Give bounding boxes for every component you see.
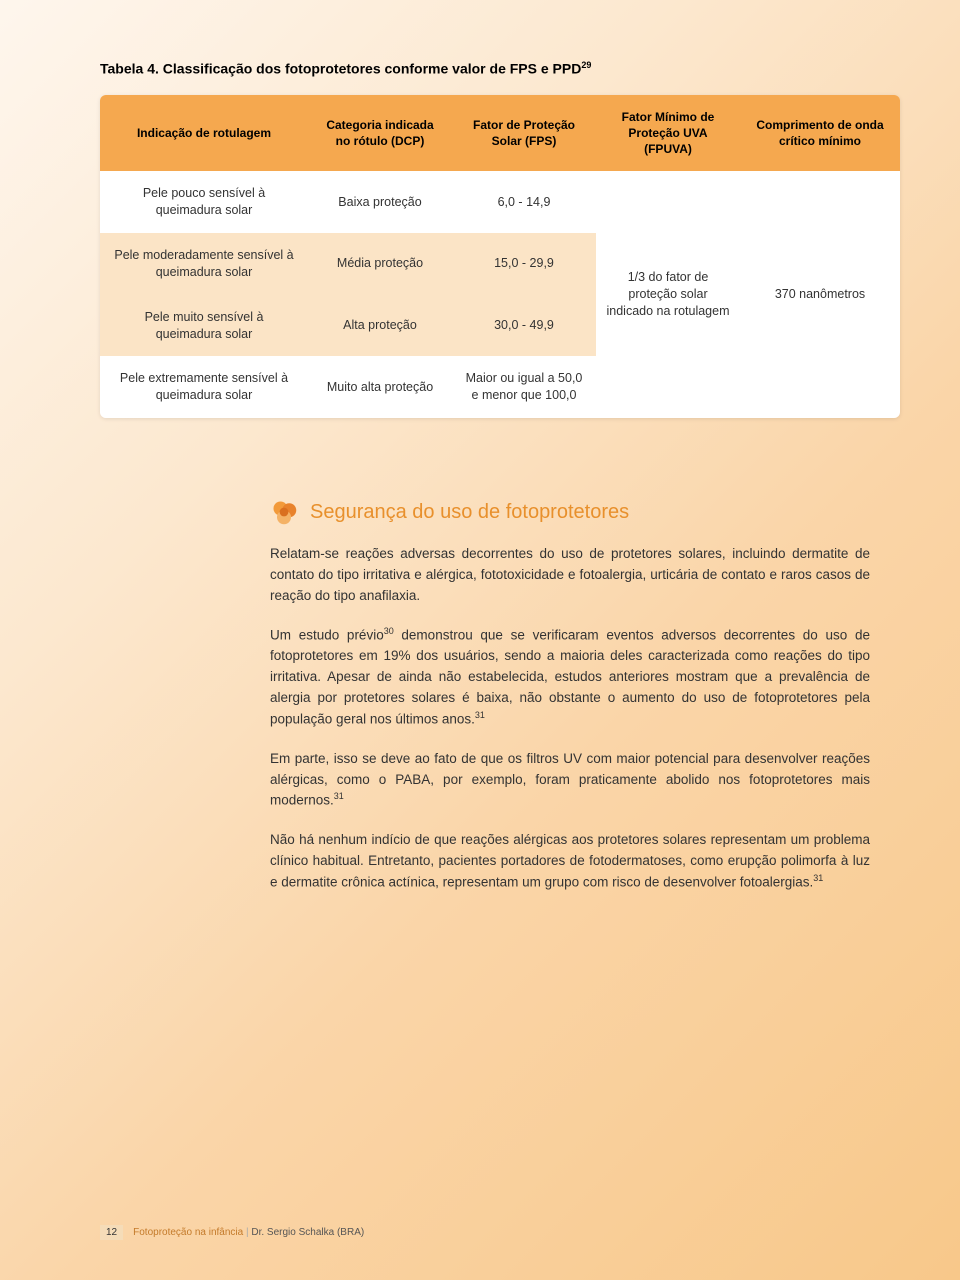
table-title-prefix: Tabela 4. <box>100 61 159 77</box>
page-number: 12 <box>100 1225 123 1240</box>
footer-title: Fotoproteção na infância <box>133 1227 243 1238</box>
classification-table: Indicação de rotulagem Categoria indicad… <box>100 95 900 419</box>
table-row: Pele moderadamente sensível à queimadura… <box>100 233 900 295</box>
table-row: Pele extremamente sensível à queimadura … <box>100 356 900 418</box>
row-cat: Muito alta proteção <box>308 356 452 418</box>
merged-fpuva: 1/3 do fator de proteção solar indicado … <box>596 233 740 357</box>
paragraph: Um estudo prévio30 demonstrou que se ver… <box>270 625 870 731</box>
row-fps: 15,0 - 29,9 <box>452 233 596 295</box>
col-header: Indicação de rotulagem <box>100 95 308 172</box>
row-fps: 30,0 - 49,9 <box>452 295 596 357</box>
paragraph: Em parte, isso se deve ao fato de que os… <box>270 749 870 812</box>
merged-comp: 370 nanômetros <box>740 233 900 357</box>
paragraph: Relatam-se reações adversas decorrentes … <box>270 544 870 607</box>
table-title-sup: 29 <box>581 60 591 70</box>
table-row: Pele pouco sensível à queimadura solar B… <box>100 171 900 233</box>
row-label: Pele muito sensível à queimadura solar <box>100 295 308 357</box>
col-header: Comprimento de onda crítico mínimo <box>740 95 900 172</box>
table-title-rest: Classificação dos fotoprotetores conform… <box>159 61 581 77</box>
col-header: Fator Mínimo de Proteção UVA (FPUVA) <box>596 95 740 172</box>
row-label: Pele pouco sensível à queimadura solar <box>100 171 308 233</box>
section-safety: Segurança do uso de fotoprotetores Relat… <box>270 498 870 893</box>
paragraph: Não há nenhum indício de que reações alé… <box>270 830 870 893</box>
row-label: Pele extremamente sensível à queimadura … <box>100 356 308 418</box>
table-title: Tabela 4. Classificação dos fotoprotetor… <box>100 60 900 77</box>
footer-author: Dr. Sergio Schalka (BRA) <box>251 1227 364 1238</box>
col-header: Fator de Proteção Solar (FPS) <box>452 95 596 172</box>
row-cat: Média proteção <box>308 233 452 295</box>
col-header: Categoria indicada no rótulo (DCP) <box>308 95 452 172</box>
row-cat: Alta proteção <box>308 295 452 357</box>
row-label: Pele moderadamente sensível à queimadura… <box>100 233 308 295</box>
row-fps: Maior ou igual a 50,0 e menor que 100,0 <box>452 356 596 418</box>
page-footer: 12 Fotoproteção na infância | Dr. Sergio… <box>100 1225 364 1240</box>
flower-icon <box>270 498 298 526</box>
section-title: Segurança do uso de fotoprotetores <box>310 501 629 524</box>
row-cat: Baixa proteção <box>308 171 452 233</box>
row-fps: 6,0 - 14,9 <box>452 171 596 233</box>
